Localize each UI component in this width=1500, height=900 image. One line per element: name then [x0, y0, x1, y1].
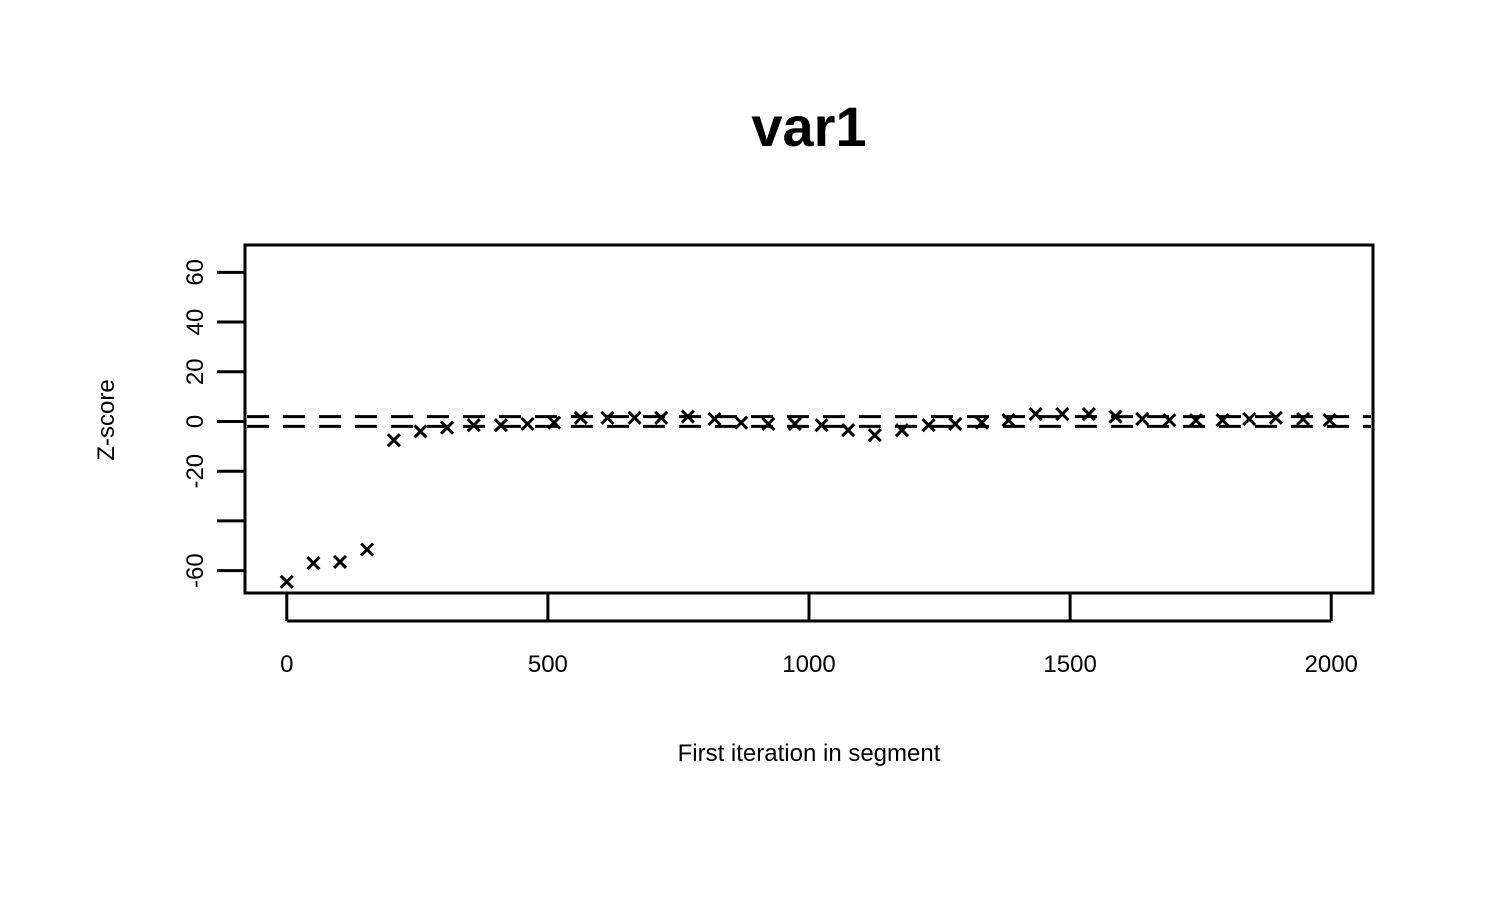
y-axis-label: Z-score [93, 379, 120, 460]
data-point [440, 420, 455, 435]
y-tick-label: -20 [182, 454, 209, 489]
data-point [707, 411, 722, 427]
data-point [1162, 413, 1177, 428]
data-point [787, 416, 802, 432]
data-point [1055, 406, 1070, 422]
data-point [547, 415, 562, 430]
data-point [1295, 411, 1311, 427]
data-point [814, 418, 829, 433]
data-point [466, 418, 481, 433]
data-point [493, 418, 508, 433]
data-point [520, 416, 535, 432]
y-tick-label: -60 [182, 553, 209, 588]
data-point [573, 410, 588, 425]
data-point [627, 410, 642, 425]
data-points [279, 406, 1337, 589]
y-tick-label: 0 [182, 415, 209, 428]
data-point [921, 418, 936, 433]
data-point [894, 423, 910, 438]
data-point [1268, 410, 1283, 425]
data-point [761, 416, 776, 432]
data-point [734, 415, 749, 430]
data-point [360, 542, 375, 557]
x-tick-label: 0 [280, 651, 293, 678]
chart-title: var1 [751, 95, 866, 158]
data-point [413, 424, 428, 439]
data-point [1322, 413, 1337, 428]
data-point [1215, 413, 1230, 428]
data-point [1028, 406, 1043, 422]
plot-frame [243, 243, 1375, 595]
x-axis-label: First iteration in segment [678, 740, 941, 767]
x-axis: 0 500 1000 1500 2000 [280, 593, 1358, 678]
data-point [279, 574, 294, 589]
data-point [1108, 409, 1123, 424]
y-tick-label: 20 [182, 358, 209, 385]
y-tick-label: 40 [182, 309, 209, 336]
data-point [332, 554, 348, 569]
y-tick-label: 60 [182, 259, 209, 286]
data-point [1188, 413, 1204, 428]
data-point [841, 423, 856, 438]
data-point [1081, 406, 1096, 422]
data-point [948, 416, 963, 432]
data-point [974, 415, 989, 430]
data-point [867, 428, 882, 443]
x-tick-label: 1500 [1043, 651, 1096, 678]
data-point [386, 433, 401, 448]
x-tick-label: 500 [528, 651, 568, 678]
data-point [306, 556, 321, 571]
data-point [1242, 411, 1257, 427]
data-point [600, 410, 615, 425]
y-axis: -60 -20 0 20 40 60 [182, 259, 247, 588]
data-point [1001, 413, 1016, 428]
x-tick-label: 1000 [782, 651, 835, 678]
data-point [1135, 411, 1150, 427]
reference-lines [247, 415, 1371, 428]
x-tick-label: 2000 [1305, 651, 1358, 678]
data-point [680, 409, 695, 424]
data-point [654, 410, 669, 425]
